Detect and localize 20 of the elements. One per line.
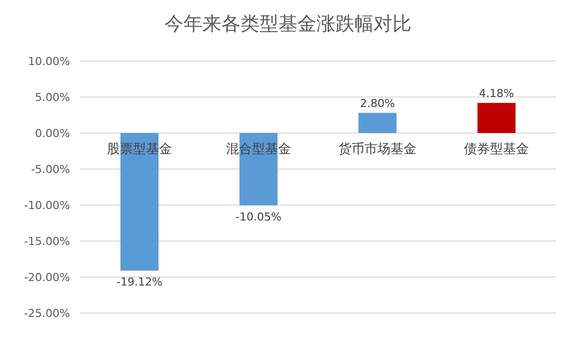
y-tick-label: -5.00%	[31, 163, 70, 176]
bar	[120, 133, 159, 271]
y-tick-label: 10.00%	[28, 55, 70, 68]
y-tick-label: -20.00%	[24, 271, 70, 284]
x-tick-label: 货币市场基金	[338, 142, 416, 157]
y-tick-label: -15.00%	[24, 235, 70, 248]
data-label: -19.12%	[116, 276, 162, 289]
y-tick-label: -25.00%	[24, 307, 70, 320]
bar	[477, 102, 516, 133]
data-label: 4.18%	[479, 86, 514, 100]
x-tick-label: 股票型基金	[107, 142, 172, 157]
bar	[358, 112, 397, 133]
y-tick-label: 0.00%	[35, 127, 70, 140]
y-tick-label: 5.00%	[35, 91, 70, 104]
x-tick-label: 债券型基金	[464, 142, 529, 157]
chart-title: 今年来各类型基金涨跌幅对比	[164, 13, 412, 35]
data-label: -10.05%	[236, 210, 282, 224]
y-tick-label: -10.00%	[24, 199, 70, 212]
data-label: 2.80%	[360, 96, 395, 110]
bar	[239, 133, 278, 206]
